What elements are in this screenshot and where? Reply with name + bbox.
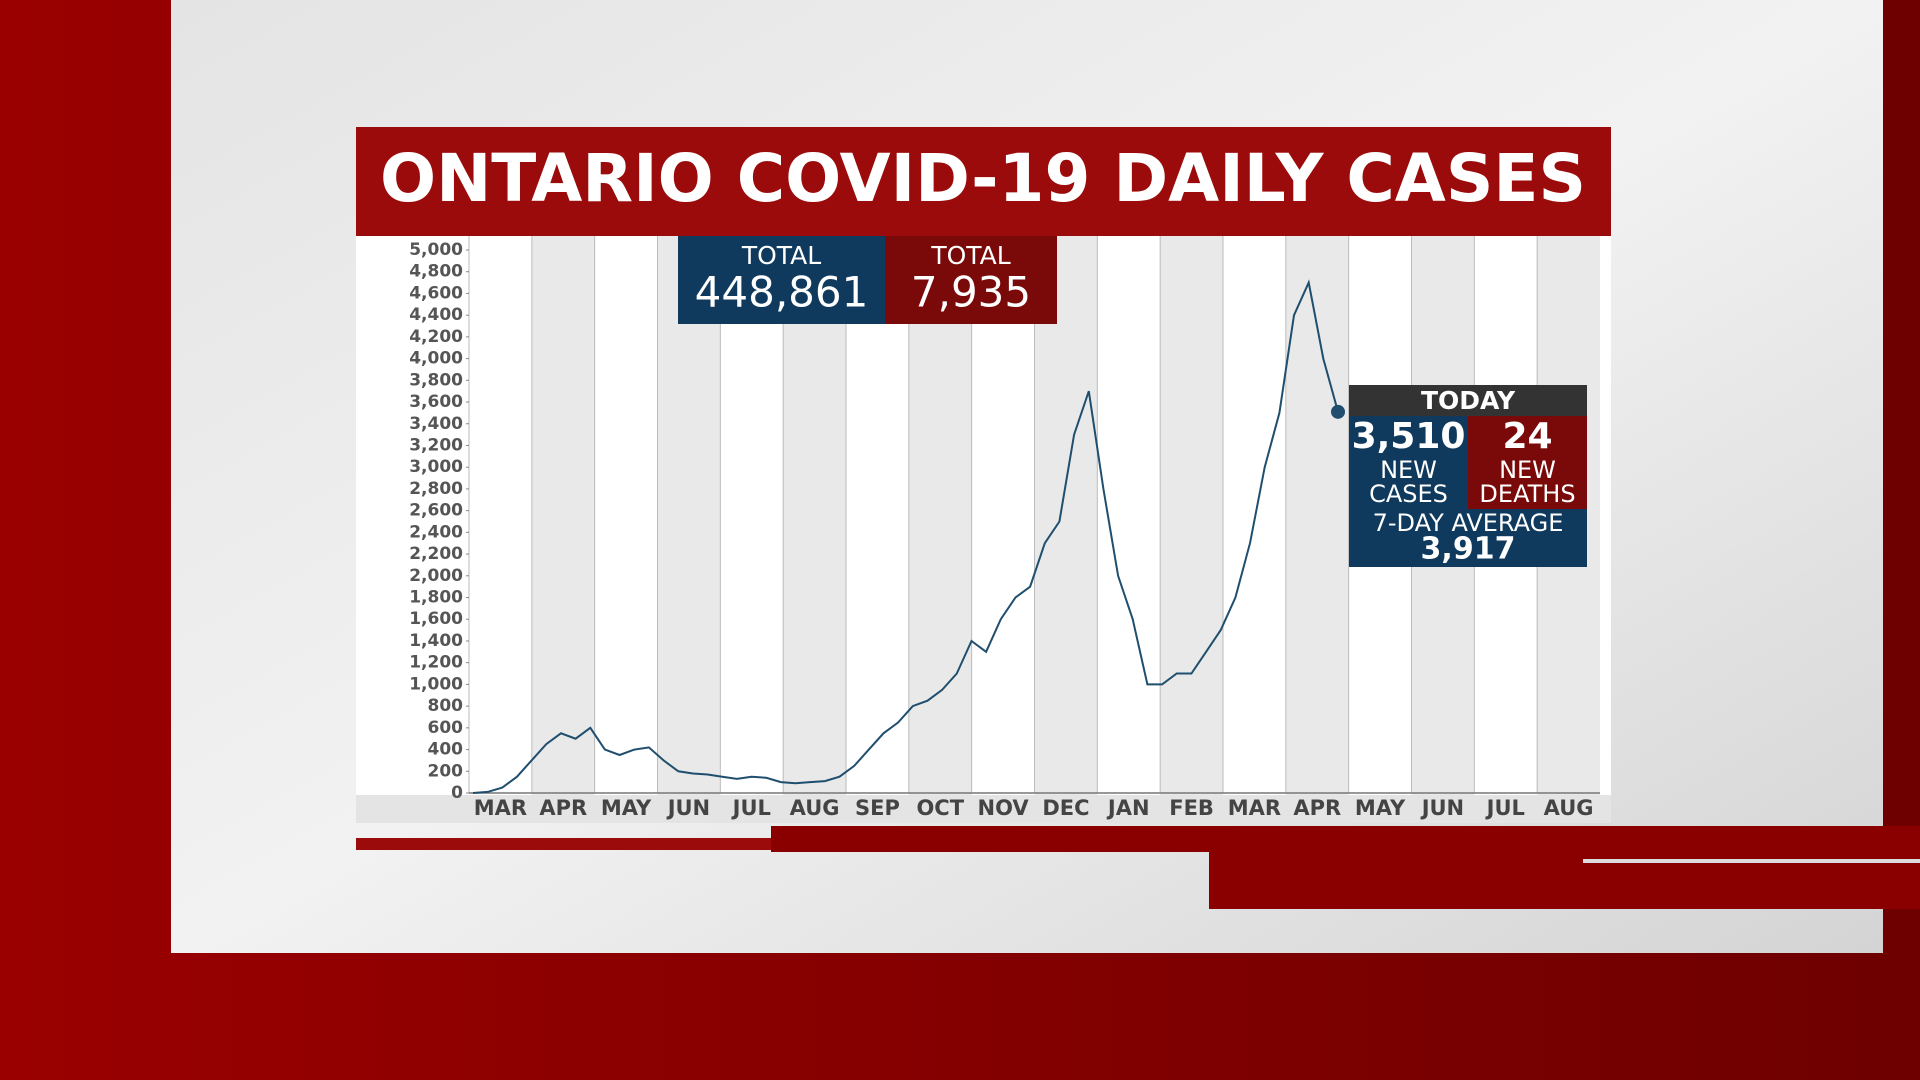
y-tick-label: 1,600 <box>409 609 463 629</box>
y-tick-label: 400 <box>428 740 464 760</box>
month-band <box>1160 236 1223 795</box>
deaths-bg <box>1468 416 1587 509</box>
x-tick-label: DEC <box>1042 796 1089 820</box>
x-tick-label: APR <box>539 796 587 820</box>
cases-line <box>472 279 1339 794</box>
y-tick-label: 800 <box>428 696 464 716</box>
x-tick-label: MAR <box>474 796 527 820</box>
x-tick-label: MAY <box>1355 796 1406 820</box>
average-label: 7-DAY AVERAGE <box>1373 509 1564 537</box>
x-tick-label: JAN <box>1106 796 1150 820</box>
x-tick-label: AUG <box>1544 796 1594 820</box>
y-tick-label: 2,200 <box>409 544 463 564</box>
month-band <box>531 236 595 795</box>
x-tick-label: APR <box>1293 796 1341 820</box>
cases-label: NEW <box>1380 456 1437 484</box>
y-tick-label: 1,200 <box>409 653 463 673</box>
y-tick-label: 1,800 <box>409 588 463 608</box>
x-tick-label: JUL <box>731 796 771 820</box>
y-tick-label: 3,600 <box>409 392 463 412</box>
stripe <box>1583 859 1920 863</box>
y-tick-label: 2,400 <box>409 522 463 542</box>
chart-title: ONTARIO COVID-19 DAILY CASES <box>380 140 1586 217</box>
cases-bg <box>1349 416 1468 509</box>
month-band <box>1034 236 1098 795</box>
y-tick-label: 4,600 <box>409 283 463 303</box>
month-band <box>1285 236 1349 795</box>
y-tick-label: 200 <box>428 761 464 781</box>
latest-point <box>1331 404 1345 419</box>
x-label-strip <box>356 795 1611 823</box>
deaths-label: DEATHS <box>1479 480 1575 508</box>
x-tick-label: JUL <box>1485 796 1525 820</box>
y-tick-label: 4,200 <box>409 327 463 347</box>
month-band <box>1097 236 1161 795</box>
total-box <box>678 236 885 324</box>
y-tick-label: 3,400 <box>409 414 463 434</box>
y-tick-label: 4,000 <box>409 349 463 369</box>
cases-label: CASES <box>1369 480 1448 508</box>
y-tick-label: 4,800 <box>409 262 463 282</box>
y-tick-label: 4,400 <box>409 305 463 325</box>
total-label: TOTAL <box>930 241 1010 270</box>
month-band <box>908 236 972 795</box>
total-value: 7,935 <box>911 268 1031 317</box>
stripe <box>771 826 1920 852</box>
today-header: TODAY <box>1421 386 1516 415</box>
total-box <box>885 236 1057 324</box>
deaths-label: NEW <box>1499 456 1556 484</box>
total-value: 448,861 <box>695 268 869 317</box>
month-band <box>846 236 909 795</box>
y-tick-label: 600 <box>428 718 464 738</box>
y-tick-label: 1,400 <box>409 631 463 651</box>
new-deaths: 24 <box>1502 416 1552 457</box>
average-bg <box>1349 509 1587 567</box>
x-tick-label: AUG <box>790 796 840 820</box>
month-band <box>469 236 532 795</box>
y-tick-label: 5,000 <box>409 240 463 260</box>
x-tick-label: NOV <box>978 796 1030 820</box>
month-band <box>971 236 1035 795</box>
y-tick-label: 2,600 <box>409 501 463 521</box>
y-tick-label: 3,000 <box>409 457 463 477</box>
month-band <box>657 236 721 795</box>
month-band <box>594 236 658 795</box>
month-band <box>720 236 784 795</box>
x-tick-label: SEP <box>855 796 900 820</box>
new-cases: 3,510 <box>1352 416 1466 457</box>
x-tick-label: OCT <box>916 796 964 820</box>
today-header-bg <box>1349 385 1587 416</box>
x-tick-label: MAR <box>1228 796 1281 820</box>
y-tick-label: 3,200 <box>409 435 463 455</box>
average-value: 3,917 <box>1421 532 1516 567</box>
y-tick-label: 3,800 <box>409 370 463 390</box>
month-band <box>783 236 846 795</box>
title-banner <box>356 127 1611 236</box>
x-tick-label: JUN <box>1420 796 1464 820</box>
x-tick-label: FEB <box>1169 796 1214 820</box>
x-tick-label: JUN <box>666 796 710 820</box>
y-tick-label: 2,800 <box>409 479 463 499</box>
total-label: TOTAL <box>741 241 821 270</box>
y-tick-label: 1,000 <box>409 674 463 694</box>
y-tick-label: 0 <box>451 783 463 803</box>
x-tick-label: MAY <box>601 796 652 820</box>
y-tick-label: 2,000 <box>409 566 463 586</box>
